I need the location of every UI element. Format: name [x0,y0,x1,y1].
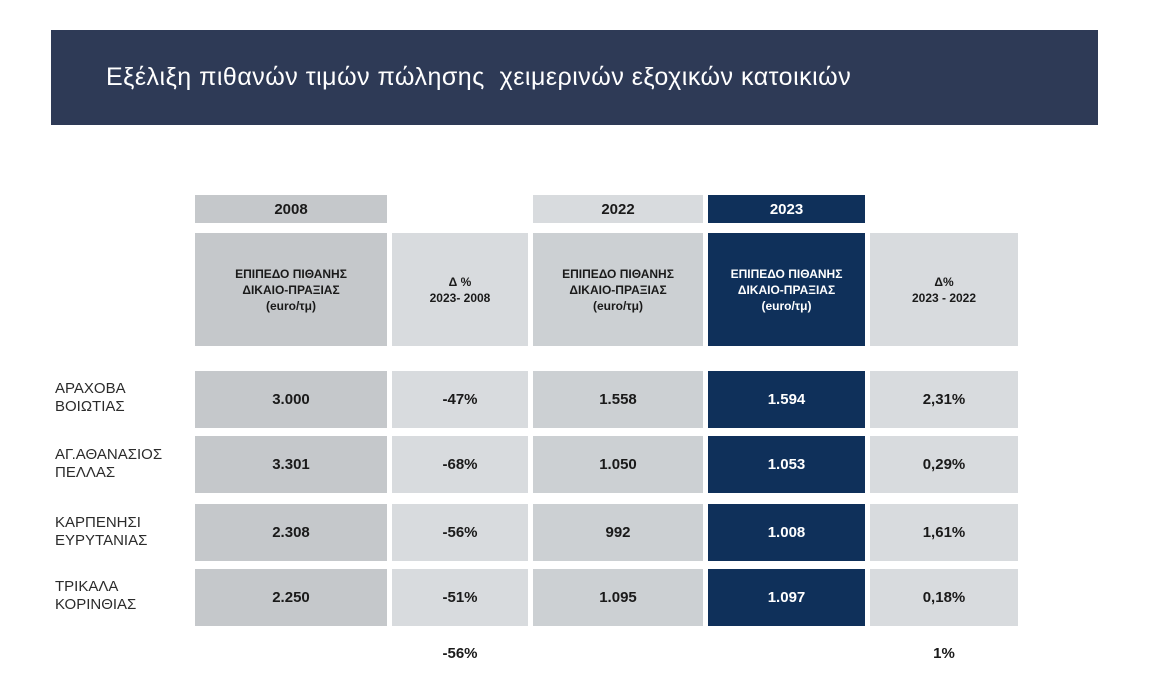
cell-price-2022: 1.050 [533,436,703,493]
total-delta-2023-2008: -56% [442,644,478,662]
col-header-price-2023: ΕΠΙΠΕΔΟ ΠΙΘΑΝΗΣ ΔΙΚΑΙΟ-ΠΡΑΞΙΑΣ (euro/τμ) [708,233,865,346]
cell-delta-2023-2008: -51% [392,569,528,626]
cell-price-2008: 3.000 [195,371,387,428]
row-label: ΑΓ.ΑΘΑΝΑΣΙΟΣ ΠΕΛΛΑΣ [55,446,163,481]
cell-price-2023: 1.053 [708,436,865,493]
cell-delta-2023-2008: -56% [392,504,528,561]
cell-price-2023: 1.594 [708,371,865,428]
col-header-price-2008: ΕΠΙΠΕΔΟ ΠΙΘΑΝΗΣ ΔΙΚΑΙΟ-ΠΡΑΞΙΑΣ (euro/τμ) [195,233,387,346]
col-header-price-2022: ΕΠΙΠΕΔΟ ΠΙΘΑΝΗΣ ΔΙΚΑΙΟ-ΠΡΑΞΙΑΣ (euro/τμ) [533,233,703,346]
total-delta-2023-2022: 1% [933,644,955,662]
col-header-delta-2023-2008: Δ % 2023- 2008 [392,233,528,346]
title-banner: Εξέλιξη πιθανών τιμών πώλησης χειμερινών… [51,30,1098,125]
cell-price-2022: 1.558 [533,371,703,428]
row-label: ΚΑΡΠΕΝΗΣΙ ΕΥΡΥΤΑΝΙΑΣ [55,514,148,549]
cell-delta-2023-2022: 0,18% [870,569,1018,626]
cell-delta-2023-2022: 2,31% [870,371,1018,428]
cell-delta-2023-2008: -47% [392,371,528,428]
cell-price-2022: 992 [533,504,703,561]
cell-delta-2023-2022: 0,29% [870,436,1018,493]
cell-price-2008: 3.301 [195,436,387,493]
year-2023-header: 2023 [708,195,865,223]
cell-price-2008: 2.250 [195,569,387,626]
cell-price-2023: 1.008 [708,504,865,561]
row-label: ΤΡΙΚΑΛΑ ΚΟΡΙΝΘΙΑΣ [55,578,137,613]
cell-price-2023: 1.097 [708,569,865,626]
cell-delta-2023-2008: -68% [392,436,528,493]
cell-delta-2023-2022: 1,61% [870,504,1018,561]
cell-price-2008: 2.308 [195,504,387,561]
page-title: Εξέλιξη πιθανών τιμών πώλησης χειμερινών… [106,63,852,91]
year-2008-header: 2008 [195,195,387,223]
year-2022-header: 2022 [533,195,703,223]
col-header-delta-2023-2022: Δ% 2023 - 2022 [870,233,1018,346]
cell-price-2022: 1.095 [533,569,703,626]
row-label: ΑΡΑΧΟΒΑ ΒΟΙΩΤΙΑΣ [55,380,126,415]
